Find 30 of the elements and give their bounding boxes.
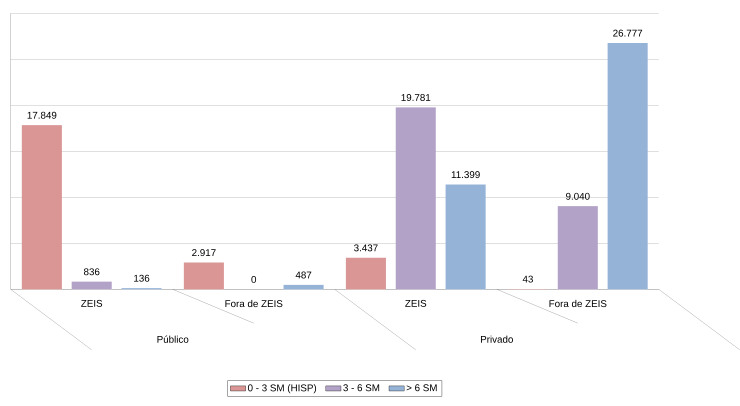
data-label: 9.040 [566, 192, 590, 200]
legend-label: > 6 SM [406, 384, 437, 392]
data-label: 487 [296, 272, 312, 278]
data-label: 136 [134, 274, 150, 282]
bar [346, 258, 386, 290]
data-label: 43 [522, 276, 533, 283]
data-label: 19.781 [402, 94, 430, 101]
data-label: 3.437 [354, 244, 378, 252]
x-tick-label: ZEIS [405, 300, 426, 307]
bar [184, 262, 224, 290]
bar [396, 107, 436, 290]
data-label: 836 [84, 268, 100, 276]
bar [608, 43, 648, 290]
x-tick-label: Fora de ZEIS [225, 300, 282, 308]
bar [72, 282, 112, 290]
data-label: 26.777 [613, 30, 642, 37]
bar [284, 284, 324, 290]
legend-label: 3 - 6 SM [343, 384, 380, 392]
legend-label: 0 - 3 SM (HISP) [248, 384, 316, 394]
bar [22, 125, 62, 290]
data-label: 2.917 [192, 249, 216, 256]
x-tick-label: Fora de ZEIS [549, 300, 606, 308]
text: Privado [480, 336, 513, 343]
data-label: 17.849 [28, 112, 56, 119]
bar [558, 206, 598, 290]
data-label: 11.399 [452, 171, 480, 178]
bar [446, 184, 486, 290]
data-label: 0 [251, 276, 256, 283]
x-tick-label: ZEIS [81, 300, 102, 307]
text: Público [157, 336, 188, 343]
